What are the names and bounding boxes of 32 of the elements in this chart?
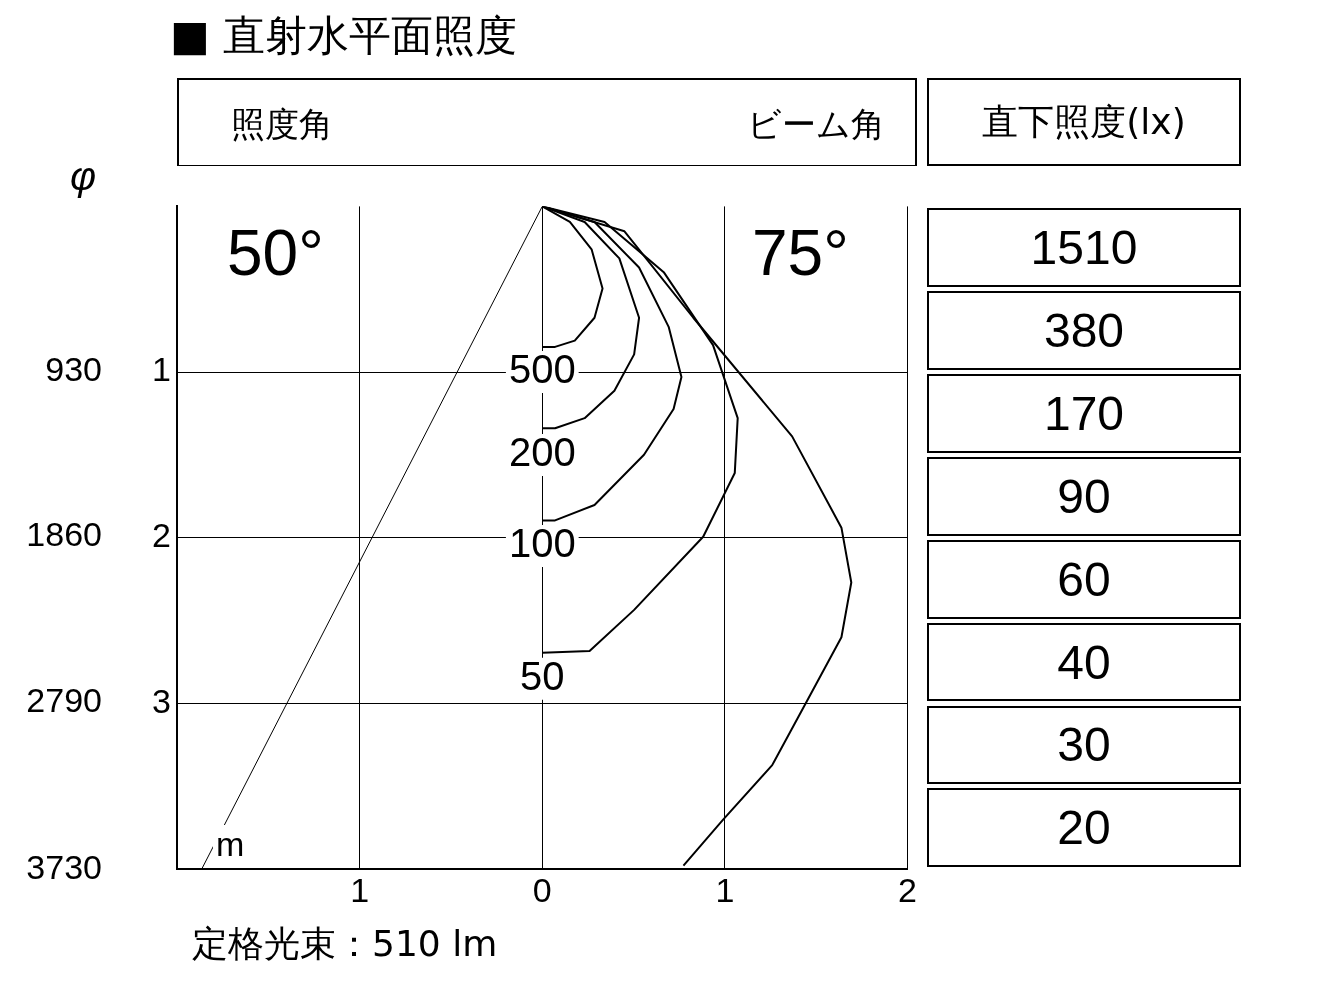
text: 直下照度(lx) [927,78,1241,166]
y-tick-label: 1 [152,350,171,389]
y2-tick-label: 3730 [26,847,102,886]
y-tick-label: 3 [152,681,171,720]
data-label: 20 [927,788,1241,868]
data-label: 1510 [927,208,1241,288]
data-label: 90 [927,456,1241,536]
y2-tick-label: 930 [45,350,102,389]
x-tick-label: 2 [898,870,918,909]
x-tick-label: 1 [350,870,370,909]
annotation: 100 [508,521,576,566]
text: 定格光束：510 lm [192,922,498,966]
chart-title: ■ 直射水平面照度 [170,10,518,62]
text: 照度角 [231,103,333,146]
data-label: 60 [927,539,1241,619]
x-tick-label: 1 [715,870,735,909]
annotation: 50° [227,216,324,291]
y2-axis-title: φ [70,154,97,200]
data-label: 170 [927,374,1241,453]
y2-tick-label: 1860 [26,515,102,554]
annotation: 200 [508,429,576,474]
y2-tick-label: 2790 [26,680,102,719]
data-label: 40 [927,622,1241,702]
x-tick-label: 0 [532,870,552,909]
annotation: 500 [508,347,576,392]
x-axis-title: m [213,825,248,865]
data-label: 30 [927,705,1241,785]
text: ビーム角 [747,103,885,146]
annotation: 50 [520,653,565,698]
data-label: 380 [927,291,1241,371]
y-tick-label: 2 [152,516,171,555]
annotation: 75° [752,216,849,291]
